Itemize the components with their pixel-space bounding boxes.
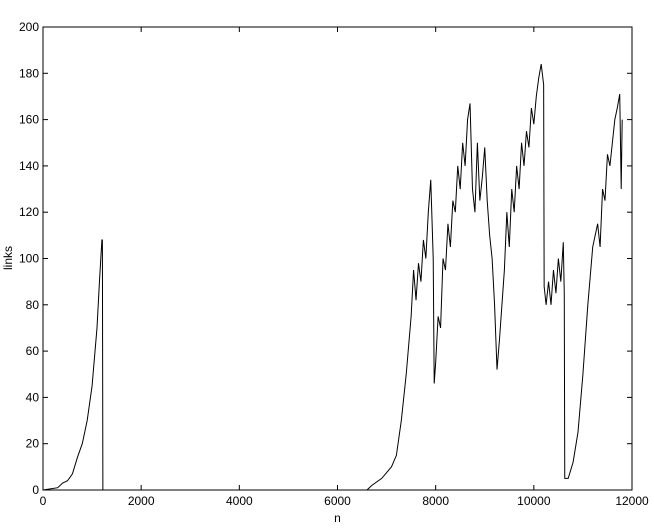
x-tick-label: 10000 bbox=[517, 494, 551, 508]
x-tick-label: 6000 bbox=[324, 494, 351, 508]
y-axis-label: links bbox=[1, 246, 15, 270]
y-tick-label: 60 bbox=[26, 344, 40, 358]
y-tick-label: 200 bbox=[19, 20, 39, 34]
x-tick-label: 12000 bbox=[615, 494, 649, 508]
y-tick-label: 180 bbox=[19, 66, 39, 80]
y-tick-label: 80 bbox=[26, 298, 40, 312]
x-tick-label: 0 bbox=[40, 494, 47, 508]
y-tick-label: 40 bbox=[26, 390, 40, 404]
y-tick-label: 140 bbox=[19, 159, 39, 173]
y-tick-label: 160 bbox=[19, 113, 39, 127]
x-tick-label: 4000 bbox=[226, 494, 253, 508]
x-tick-label: 2000 bbox=[128, 494, 155, 508]
x-tick-label: 8000 bbox=[422, 494, 449, 508]
x-axis-label: n bbox=[334, 511, 341, 525]
y-tick-label: 120 bbox=[19, 205, 39, 219]
y-tick-label: 100 bbox=[19, 252, 39, 266]
y-tick-label: 0 bbox=[32, 483, 39, 497]
y-tick-label: 20 bbox=[26, 437, 40, 451]
data-line bbox=[42, 63, 623, 491]
